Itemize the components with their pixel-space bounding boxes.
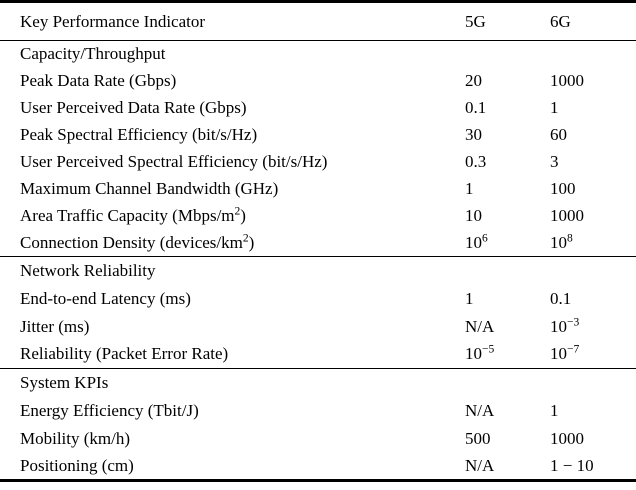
kpi-label: Peak Spectral Efficiency (bit/s/Hz): [20, 125, 258, 144]
table-row: Jitter (ms) N/A 10−3: [0, 313, 636, 341]
value-5g: 1: [465, 288, 474, 308]
table-row: Peak Spectral Efficiency (bit/s/Hz) 30 6…: [0, 122, 636, 149]
table-row: Energy Efficiency (Tbit/J) N/A 1: [0, 397, 636, 425]
table-header: Key Performance Indicator 5G 6G: [0, 1, 636, 41]
value-5g: 30: [465, 125, 482, 144]
kpi-label: User Perceived Data Rate (Gbps): [20, 98, 247, 117]
section-capacity-throughput: Capacity/Throughput Peak Data Rate (Gbps…: [0, 41, 636, 257]
section-title: Capacity/Throughput: [20, 44, 166, 64]
value-5g: 0.3: [465, 152, 487, 171]
section-network-reliability: Network Reliability End-to-end Latency (…: [0, 256, 636, 369]
kpi-label: Area Traffic Capacity (Mbps/m2): [20, 204, 246, 225]
kpi-label: Peak Data Rate (Gbps): [20, 71, 177, 90]
value-5g: 10: [465, 206, 482, 225]
kpi-label: Reliability (Packet Error Rate): [20, 344, 229, 364]
kpi-label: End-to-end Latency (ms): [20, 288, 191, 308]
kpi-label: Jitter (ms): [20, 316, 90, 336]
value-5g: 10−5: [465, 342, 495, 364]
value-6g: 1: [550, 98, 559, 117]
section-title-row: Capacity/Throughput: [0, 41, 636, 68]
table-row: Maximum Channel Bandwidth (GHz) 1 100: [0, 176, 636, 203]
value-6g: 3: [550, 152, 559, 171]
value-6g: 60: [550, 125, 567, 144]
table-row: Mobility (km/h) 500 1000: [0, 425, 636, 453]
value-5g: 106: [465, 231, 488, 252]
column-header-6g: 6G: [550, 1, 636, 41]
table-row: Positioning (cm) N/A 1 − 10: [0, 453, 636, 481]
value-6g: 1000: [550, 428, 584, 448]
section-title-row: Network Reliability: [0, 256, 636, 285]
value-5g: N/A: [465, 455, 495, 475]
column-header-5g: 5G: [465, 1, 550, 41]
kpi-label: Mobility (km/h): [20, 428, 131, 448]
value-6g: 0.1: [550, 288, 572, 308]
section-title: System KPIs: [0, 368, 636, 397]
kpi-label: Maximum Channel Bandwidth (GHz): [20, 179, 279, 198]
table-row: Peak Data Rate (Gbps) 20 1000: [0, 68, 636, 95]
kpi-label: Positioning (cm): [20, 455, 134, 475]
value-5g: N/A: [465, 316, 495, 336]
value-6g: 10−7: [550, 342, 580, 364]
table-row: User Perceived Data Rate (Gbps) 0.1 1: [0, 95, 636, 122]
kpi-label: Energy Efficiency (Tbit/J): [20, 400, 199, 420]
value-5g: 1: [465, 179, 474, 198]
value-6g: 1000: [550, 71, 584, 90]
table-row: Area Traffic Capacity (Mbps/m2) 10 1000: [0, 203, 636, 230]
value-5g: N/A: [465, 400, 495, 420]
value-6g: 1: [550, 400, 559, 420]
section-title: Network Reliability: [0, 256, 636, 285]
table-row: Reliability (Packet Error Rate) 10−5 10−…: [0, 341, 636, 369]
value-5g: 20: [465, 71, 482, 90]
value-6g: 1000: [550, 206, 584, 225]
value-6g: 10−3: [550, 314, 580, 336]
value-6g: 1 − 10: [550, 455, 594, 475]
column-header-kpi: Key Performance Indicator: [0, 1, 465, 41]
value-6g: 100: [550, 179, 576, 198]
table-row: End-to-end Latency (ms) 1 0.1: [0, 285, 636, 313]
value-6g: 108: [550, 231, 573, 252]
table-header-row: Key Performance Indicator 5G 6G: [0, 1, 636, 41]
value-5g: 500: [465, 428, 491, 448]
section-title-row: System KPIs: [0, 368, 636, 397]
kpi-label: User Perceived Spectral Efficiency (bit/…: [20, 152, 328, 171]
value-5g: 0.1: [465, 98, 487, 117]
kpi-label: Connection Density (devices/km2): [20, 231, 255, 252]
table-row: Connection Density (devices/km2) 106 108: [0, 230, 636, 257]
table-row: User Perceived Spectral Efficiency (bit/…: [0, 149, 636, 176]
section-system-kpis: System KPIs Energy Efficiency (Tbit/J) N…: [0, 368, 636, 481]
